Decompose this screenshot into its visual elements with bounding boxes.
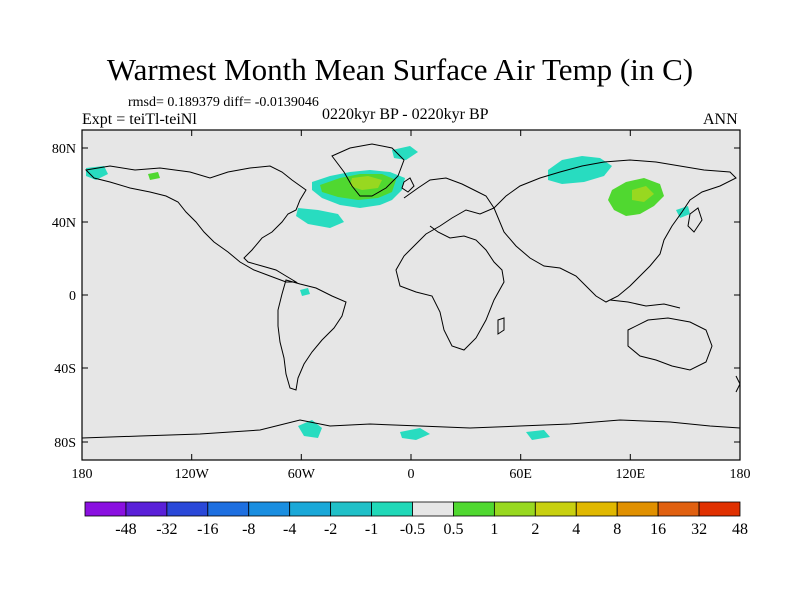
colorbar-box [371, 501, 413, 517]
coastlines [81, 143, 741, 439]
colorbar [84, 501, 741, 517]
lat-label-0: 0 [69, 289, 76, 304]
coast-asia [493, 159, 737, 303]
patch-antarctic-neg-1 [298, 420, 322, 438]
colorbar-box [207, 501, 250, 517]
anomaly-patches [86, 146, 690, 440]
coast-north-america [84, 165, 307, 283]
colorbar-label: -1 [365, 521, 378, 538]
coast-europe-africa [395, 177, 505, 351]
lat-label-80n: 80N [52, 142, 76, 157]
lon-label-120w: 120W [175, 467, 210, 482]
colorbar-box [166, 501, 209, 517]
lat-label-80s: 80S [54, 436, 76, 451]
patch-us-east-coast-neg [296, 208, 344, 228]
plot-title: Warmest Month Mean Surface Air Temp (in … [106, 52, 694, 87]
colorbar-label: 32 [691, 521, 707, 538]
colorbar-box [453, 501, 495, 517]
lon-label-60w: 60W [288, 467, 316, 482]
colorbar-label: 8 [613, 521, 621, 538]
colorbar-label: -48 [115, 521, 136, 538]
colorbar-box [616, 501, 659, 517]
colorbar-box [534, 501, 577, 517]
patch-southam-neg [300, 288, 310, 296]
coast-japan [687, 207, 703, 233]
colorbar-box [493, 501, 536, 517]
patch-north-atlantic-pos-mid [350, 176, 382, 190]
coast-uk [401, 177, 415, 193]
colorbar-label: 4 [572, 521, 580, 538]
patch-canada-pos [148, 172, 160, 180]
patch-antarctic-neg-2 [400, 428, 430, 440]
colorbar-label: -2 [324, 521, 337, 538]
coast-south-america [277, 279, 347, 391]
patch-greenland-neg [392, 146, 418, 160]
coast-australia [627, 317, 713, 371]
colorbar-label: 16 [650, 521, 666, 538]
season-label: ANN [703, 111, 738, 128]
colorbar-box [84, 501, 127, 517]
lat-label-40s: 40S [54, 362, 76, 377]
colorbar-label: -0.5 [400, 521, 425, 538]
lon-label-180e: 180 [730, 467, 751, 482]
stats-text: rmsd= 0.189379 diff= -0.0139046 [128, 95, 319, 110]
lon-label-0: 0 [408, 467, 415, 482]
colorbar-box [575, 501, 618, 517]
colorbar-label: 48 [732, 521, 748, 538]
coast-indonesia [609, 299, 681, 309]
coast-antarctica [81, 419, 741, 439]
lon-label-180w: 180 [72, 467, 93, 482]
colorbar-label: 1 [490, 521, 498, 538]
colorbar-box [289, 501, 332, 517]
colorbar-box [412, 501, 454, 517]
colorbar-box [698, 501, 741, 517]
colorbar-label: 2 [531, 521, 539, 538]
colorbar-label: -4 [283, 521, 296, 538]
colorbar-label: -8 [242, 521, 255, 538]
colorbar-label: -16 [197, 521, 218, 538]
coast-madagascar [497, 317, 505, 335]
experiment-label: Expt = teiTl-teiNl [82, 111, 197, 128]
patch-asia-pos-mid [632, 186, 654, 202]
latitude-ticks [82, 147, 740, 443]
patch-antarctic-neg-3 [526, 430, 550, 440]
colorbar-labels: -48 -32 -16 -8 -4 -2 -1 -0.5 0.5 1 2 4 8 16 32 48 [115, 521, 748, 538]
colorbar-label: 0.5 [443, 521, 463, 538]
colorbar-label: -32 [156, 521, 177, 538]
period-label: 0220kyr BP - 0220kyr BP [322, 106, 489, 123]
colorbar-box [125, 501, 168, 517]
colorbar-box [248, 501, 291, 517]
coast-greenland [331, 143, 405, 197]
lon-label-60e: 60E [509, 467, 532, 482]
lat-label-40n: 40N [52, 216, 76, 231]
colorbar-box [330, 501, 372, 517]
colorbar-box [657, 501, 700, 517]
lon-label-120e: 120E [616, 467, 646, 482]
longitude-ticks [81, 130, 741, 460]
